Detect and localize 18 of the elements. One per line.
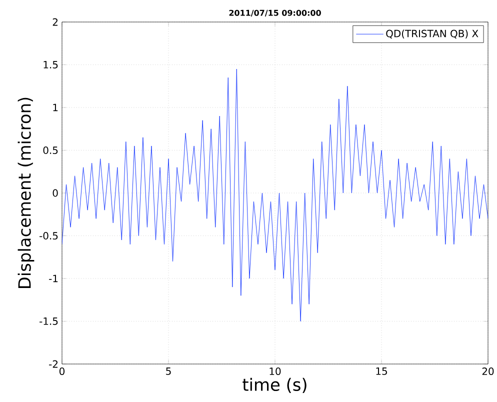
- x-tick-label: 5: [166, 368, 171, 375]
- x-tick-label: 15: [376, 368, 387, 375]
- x-tick-label: 0: [59, 368, 65, 376]
- y-tick-label: -2: [49, 360, 58, 368]
- y-tick-label: -0.5: [40, 232, 58, 240]
- y-tick-label: -1: [49, 274, 58, 282]
- y-tick-label: 1.5: [44, 61, 58, 68]
- legend-label: QD(TRISTAN QB) X: [386, 30, 478, 38]
- x-tick-label: 20: [482, 368, 494, 376]
- x-tick-label: 10: [270, 368, 281, 376]
- y-axis-title: Displacement (micron): [18, 98, 34, 288]
- y-tick-label: -1.5: [40, 318, 58, 325]
- line-series: [62, 68, 488, 322]
- y-tick-label: 0: [52, 189, 58, 197]
- y-tick-label: 2: [52, 18, 58, 26]
- y-tick-label: 0.5: [43, 146, 58, 154]
- x-axis-title: time (s): [242, 378, 306, 394]
- y-tick-label: 1: [53, 104, 58, 112]
